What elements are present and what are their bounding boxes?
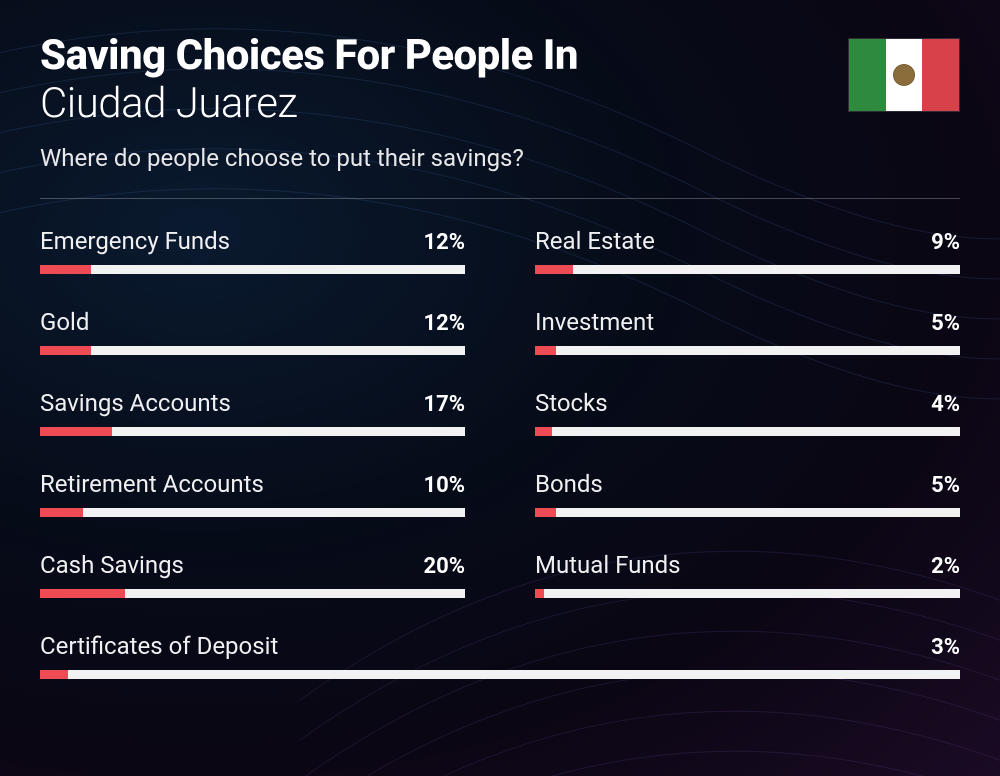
bar-item-head: Real Estate 9% [535,227,960,255]
bar-item: Certificates of Deposit 3% [40,632,960,679]
bar-label: Mutual Funds [535,551,681,579]
bar-track [40,589,465,598]
subtitle: Where do people choose to put their savi… [40,144,848,172]
bar-label: Bonds [535,470,603,498]
bar-value: 5% [931,473,960,498]
bar-fill [40,427,112,436]
bar-item-head: Stocks 4% [535,389,960,417]
bar-item-head: Emergency Funds 12% [40,227,465,255]
bar-item-head: Certificates of Deposit 3% [40,632,960,660]
title-line-1: Saving Choices For People In [40,34,848,78]
bar-item: Bonds 5% [535,470,960,517]
bar-item-head: Mutual Funds 2% [535,551,960,579]
title-line-2: Ciudad Juarez [40,80,848,128]
bar-value: 5% [931,311,960,336]
bar-track [40,265,465,274]
bar-fill [40,670,68,679]
infographic-container: Saving Choices For People In Ciudad Juar… [0,0,1000,709]
bar-item: Stocks 4% [535,389,960,436]
bar-value: 17% [423,392,465,417]
bar-item: Gold 12% [40,308,465,355]
flag-emblem-icon [893,64,915,86]
bar-fill [535,346,556,355]
bar-item: Real Estate 9% [535,227,960,274]
bar-value: 20% [423,554,465,579]
bar-value: 3% [931,635,960,660]
bar-fill [535,508,556,517]
header-divider [40,198,960,199]
bar-track [535,346,960,355]
flag-stripe-red [922,39,959,111]
bar-item-head: Investment 5% [535,308,960,336]
bar-label: Real Estate [535,227,655,255]
bar-track [535,427,960,436]
bar-label: Cash Savings [40,551,184,579]
bar-item: Retirement Accounts 10% [40,470,465,517]
bar-fill [535,427,552,436]
bar-value: 4% [931,392,960,417]
bar-label: Certificates of Deposit [40,632,278,660]
bar-item: Cash Savings 20% [40,551,465,598]
bar-label: Gold [40,308,89,336]
bar-value: 2% [931,554,960,579]
bar-value: 10% [423,473,465,498]
bar-track [40,427,465,436]
mexico-flag-icon [848,38,960,112]
bar-track [40,346,465,355]
bar-track [40,670,960,679]
bar-track [535,589,960,598]
bar-fill [40,589,125,598]
bar-item: Investment 5% [535,308,960,355]
bar-item: Savings Accounts 17% [40,389,465,436]
bar-fill [535,265,573,274]
bar-item-head: Gold 12% [40,308,465,336]
bar-label: Investment [535,308,654,336]
bar-item: Mutual Funds 2% [535,551,960,598]
bar-value: 12% [423,230,465,255]
bar-track [535,508,960,517]
bar-label: Emergency Funds [40,227,230,255]
bar-item-head: Retirement Accounts 10% [40,470,465,498]
bar-item: Emergency Funds 12% [40,227,465,274]
bar-value: 12% [423,311,465,336]
bar-track [535,265,960,274]
bar-item-head: Cash Savings 20% [40,551,465,579]
bar-fill [535,589,544,598]
bar-item-head: Bonds 5% [535,470,960,498]
header: Saving Choices For People In Ciudad Juar… [40,34,960,172]
bar-fill [40,265,91,274]
bar-item-head: Savings Accounts 17% [40,389,465,417]
flag-stripe-green [849,39,886,111]
bar-value: 9% [931,230,960,255]
bar-fill [40,346,91,355]
bar-label: Stocks [535,389,608,417]
bar-fill [40,508,83,517]
bars-grid: Emergency Funds 12% Real Estate 9% Gold 12% In… [40,227,960,679]
title-block: Saving Choices For People In Ciudad Juar… [40,34,848,172]
bar-label: Savings Accounts [40,389,231,417]
bar-label: Retirement Accounts [40,470,264,498]
bar-track [40,508,465,517]
